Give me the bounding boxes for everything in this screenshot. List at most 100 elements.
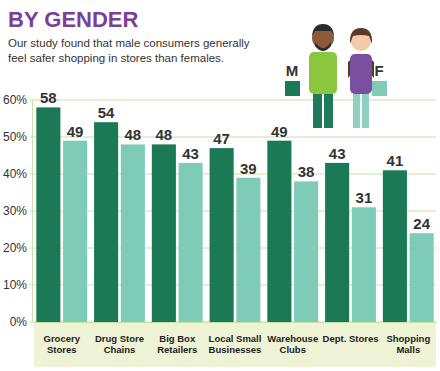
y-tick-label: 50% [3,130,27,144]
data-label: 49 [271,123,288,140]
icon [315,42,331,51]
subtitle: Our study found that male consumers gene… [8,37,250,64]
legend: MF [285,24,387,128]
bar [383,170,407,322]
y-tick-label: 0% [10,315,28,329]
data-label: 43 [182,145,199,162]
text-line: Drug Store [95,333,144,344]
x-tick: WarehouseClubs [267,322,318,355]
bar [121,144,145,322]
icon [324,92,333,128]
data-label: 39 [240,160,257,177]
x-tick-label: Local SmallBusinesses [209,333,262,355]
x-tick-label: Big BoxRetailers [157,333,197,355]
bar [63,141,87,322]
icon [312,24,334,36]
icon [309,52,337,94]
bar [210,148,234,322]
bar [267,141,291,322]
text-line: Big Box [159,333,196,344]
text-line: Dept. Stores [323,333,379,344]
data-label: 38 [298,163,315,180]
data-label: 49 [67,123,84,140]
bar [410,233,434,322]
bar [294,181,318,322]
data-label: 24 [413,215,430,232]
text-line: Clubs [280,344,306,355]
x-tick-label: GroceryStores [44,333,81,355]
x-tick-label: WarehouseClubs [267,333,318,355]
icon [313,92,322,128]
text-line: Stores [47,344,77,355]
icon [350,28,372,44]
y-axis: 0% 10% 20% 30% 40% 50% 60% [3,93,33,329]
y-tick-label: 10% [3,278,27,292]
icon [350,54,372,94]
x-tick: Dept. Stores [323,322,379,344]
text-line: Grocery [44,333,81,344]
y-tick: 30% [3,204,32,218]
legend-label: F [374,62,383,79]
series-0 [36,107,407,322]
y-tick: 20% [3,241,32,255]
series-1 [63,141,434,322]
y-tick: 40% [3,167,32,181]
icon [353,92,360,128]
text-line: Our study found that male consumers gene… [8,37,250,49]
y-tick-label: 30% [3,204,27,218]
legend-swatch [285,81,300,96]
grid-line [30,137,436,138]
x-axis: GroceryStores Drug StoreChains Big BoxReta… [35,322,437,355]
x-tick: ShoppingMalls [386,322,430,355]
y-axis-line [32,101,33,323]
x-axis-line [35,322,437,323]
bar [236,178,260,322]
legend-label: M [286,62,299,79]
x-tick: Big BoxRetailers [157,322,197,355]
grid-line [30,100,436,101]
x-tick: Drug StoreChains [95,322,144,355]
text-line: Retailers [157,344,197,355]
text-line: feel safer shopping in stores than femal… [8,52,224,64]
x-tick-label: ShoppingMalls [386,333,430,355]
chart: BY GENDER Our study found that male consu… [0,0,440,371]
data-label: 58 [40,89,57,106]
text-line: Local Small [209,333,262,344]
category-band [34,323,436,367]
data-label: 47 [213,130,230,147]
x-tick-label: Dept. Stores [323,333,379,344]
x-tick: GroceryStores [44,322,81,355]
data-labels: 5854484749434149484339383124 [40,89,431,232]
y-tick: 50% [3,130,32,144]
bar [94,122,118,322]
bar [36,107,60,322]
text-line: Malls [396,344,420,355]
y-tick: 60% [3,93,32,107]
y-tick: 10% [3,278,32,292]
legend-icons [309,24,374,128]
icon [362,92,369,128]
y-tick: 0% [10,315,32,329]
bars [36,107,433,322]
bar [152,144,176,322]
data-label: 48 [125,126,142,143]
y-tick-label: 60% [3,93,27,107]
legend-swatch [372,81,387,96]
text-line: Chains [104,344,136,355]
bar [179,163,203,322]
text-line: Warehouse [267,333,318,344]
data-label: 48 [156,126,173,143]
data-label: 54 [98,104,115,121]
x-tick-label: Drug StoreChains [95,333,144,355]
text-line: Businesses [209,344,262,355]
x-tick: Local SmallBusinesses [209,322,262,355]
text-line: Shopping [386,333,430,344]
bar [325,163,349,322]
grid [30,100,436,322]
bar [352,207,376,322]
data-label: 41 [387,152,404,169]
title: BY GENDER [8,7,139,32]
y-tick-label: 40% [3,167,27,181]
y-tick-label: 20% [3,241,27,255]
data-label: 43 [329,145,346,162]
